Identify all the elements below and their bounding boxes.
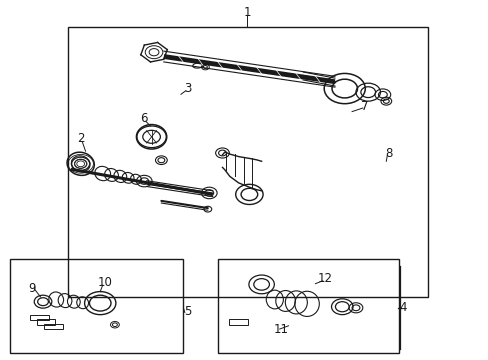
Text: 8: 8 — [384, 147, 392, 159]
Text: 10: 10 — [98, 276, 112, 289]
Bar — [44, 324, 62, 329]
Text: 12: 12 — [317, 273, 332, 285]
Bar — [30, 315, 49, 320]
Text: 4: 4 — [399, 301, 407, 314]
Text: 9: 9 — [28, 282, 36, 294]
Text: 2: 2 — [77, 132, 84, 145]
Text: 6: 6 — [140, 112, 148, 125]
Bar — [10, 259, 183, 353]
Text: 11: 11 — [273, 323, 288, 336]
Text: 1: 1 — [243, 6, 250, 19]
Text: 5: 5 — [184, 305, 192, 318]
Bar — [68, 27, 427, 297]
Bar — [37, 319, 55, 325]
Text: 3: 3 — [184, 82, 192, 95]
Bar — [228, 319, 248, 325]
Text: 7: 7 — [360, 100, 367, 113]
Bar — [217, 259, 398, 353]
